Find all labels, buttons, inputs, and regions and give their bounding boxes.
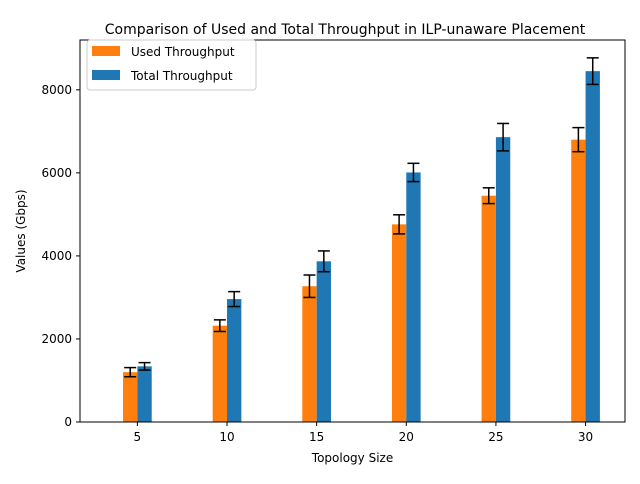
bar-total-throughput-30: [585, 71, 600, 423]
y-tick-label-8000: 8000: [41, 83, 72, 97]
plot-frame: [79, 39, 626, 423]
chart-title: Comparison of Used and Total Throughput …: [105, 22, 586, 38]
bar-total-throughput-15: [316, 261, 331, 422]
x-tick-label-30: 30: [578, 430, 593, 444]
bar-total-throughput-5: [137, 366, 152, 422]
legend-label-used-throughput: Used Throughput: [131, 45, 235, 59]
x-tick-label-20: 20: [399, 430, 414, 444]
bar-total-throughput-25: [495, 137, 511, 422]
errorbars-layer: [124, 57, 599, 378]
bar-total-throughput-10: [227, 299, 242, 422]
y-tick-label-6000: 6000: [41, 166, 72, 180]
legend-swatch-used-throughput: [92, 46, 120, 56]
y-axis: 0 2000 4000 6000 8000: [41, 83, 80, 429]
legend-swatch-total-throughput: [92, 70, 120, 80]
bar-used-throughput-30: [571, 139, 586, 423]
y-tick-label-2000: 2000: [41, 332, 72, 346]
x-tick-label-25: 25: [488, 430, 503, 444]
bar-used-throughput-5: [123, 372, 138, 422]
legend-box: [86, 39, 257, 91]
legend-label-total-throughput: Total Throughput: [130, 69, 233, 83]
y-axis-label: Values (Gbps): [14, 189, 28, 272]
bar-used-throughput-20: [391, 224, 407, 422]
y-tick-label-4000: 4000: [41, 249, 72, 263]
bar-total-throughput-20: [406, 172, 421, 422]
x-axis: 5 10 15 20 25 30: [134, 422, 593, 444]
x-axis-label: Topology Size: [311, 451, 393, 465]
x-tick-label-5: 5: [134, 430, 142, 444]
bar-used-throughput-25: [481, 195, 496, 422]
bars-layer: [123, 71, 600, 423]
y-tick-label-0: 0: [64, 415, 72, 429]
x-tick-label-10: 10: [219, 430, 234, 444]
x-tick-label-15: 15: [309, 430, 324, 444]
bar-used-throughput-15: [302, 286, 317, 422]
legend: Used Throughput Total Throughput: [86, 39, 257, 91]
bar-used-throughput-10: [212, 325, 228, 422]
